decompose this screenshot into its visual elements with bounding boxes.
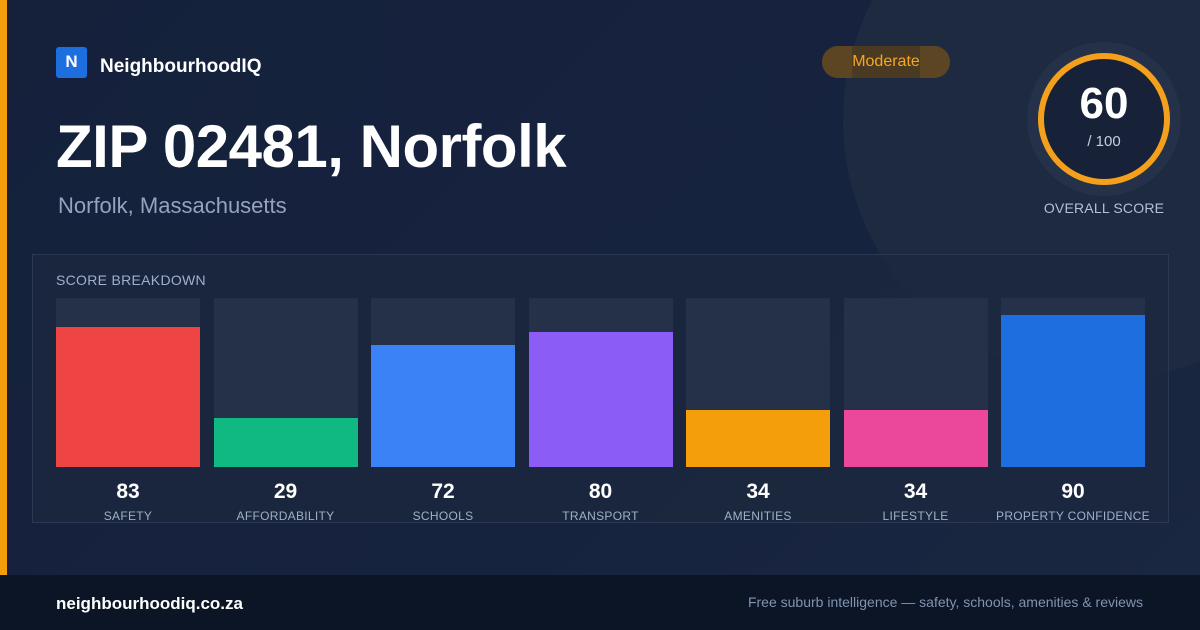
page-subtitle: Norfolk, Massachusetts (58, 193, 287, 218)
footer: neighbourhoodiq.co.za Free suburb intell… (0, 575, 1200, 630)
overall-score-max: / 100 (1087, 133, 1121, 150)
rating-badge: Moderate (822, 46, 950, 78)
page-title: ZIP 02481, Norfolk (56, 113, 567, 180)
bar-label: AMENITIES (724, 509, 792, 523)
score-ring (1038, 53, 1170, 185)
bar-value: 29 (273, 480, 298, 503)
bar-track (528, 298, 673, 467)
brand[interactable]: N NeighbourhoodIQ (56, 46, 261, 78)
bar-fill (371, 345, 515, 467)
bar-value: 83 (116, 480, 140, 503)
brand-name: NeighbourhoodIQ (100, 56, 262, 77)
overall-score-gauge: 60 / 100 (1027, 42, 1181, 196)
bar-label: SAFETY (103, 509, 153, 523)
bar-fill (528, 332, 673, 467)
bar-track (213, 298, 358, 467)
accent-bar (0, 0, 7, 575)
bar-label: TRANSPORT (562, 509, 639, 523)
bar-track (686, 298, 830, 467)
bar-label: PROPERTY CONFIDENCE (996, 509, 1150, 523)
bar-fill (213, 418, 358, 467)
bar-value: 34 (746, 480, 770, 503)
bar-track (371, 298, 515, 467)
overall-score-value: 60 (1079, 79, 1129, 128)
share-card: N NeighbourhoodIQ Moderate ZIP 02481, No… (0, 0, 1200, 575)
rating-badge-label: Moderate (852, 53, 920, 70)
footer-url[interactable]: neighbourhoodiq.co.za (56, 594, 243, 613)
bar-track (56, 298, 200, 467)
brand-logo-icon: N (56, 46, 87, 78)
overall-score-label: OVERALL SCORE (1043, 200, 1165, 216)
bar-fill (56, 327, 200, 467)
bar-value: 90 (1061, 480, 1085, 503)
bar-fill (843, 410, 988, 467)
bar-value: 80 (588, 480, 613, 503)
score-breakdown-title: SCORE BREAKDOWN (56, 272, 206, 288)
bar-track (1001, 298, 1145, 467)
score-breakdown-panel: SCORE BREAKDOWN 83 SAFETY 29 AFFORDABILITY 7… (32, 254, 1169, 523)
bar-label: SCHOOLS (412, 509, 474, 523)
bar-track (843, 298, 988, 467)
footer-tagline: Free suburb intelligence — safety, schoo… (747, 594, 1143, 610)
score-breakdown-bars: 83 SAFETY 29 AFFORDABILITY 72 SCHOOLS 80 TRANSP… (33, 255, 1168, 523)
bar-fill (686, 410, 830, 467)
bar-value: 34 (903, 480, 928, 503)
bar-fill (1001, 315, 1145, 467)
bar-label: LIFESTYLE (882, 509, 949, 523)
bar-value: 72 (431, 480, 455, 503)
bar-label: AFFORDABILITY (236, 509, 335, 523)
